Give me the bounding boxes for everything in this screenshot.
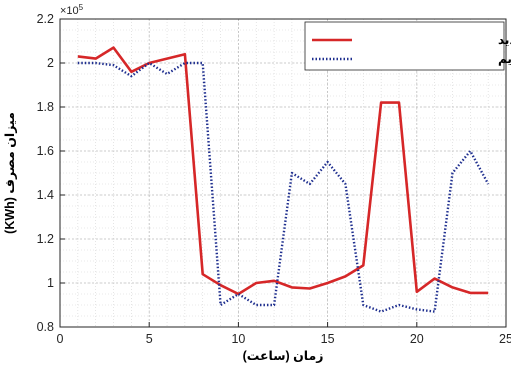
y-tick-label: 0.8	[37, 320, 54, 334]
y-tick-label: 1	[47, 276, 54, 290]
legend-box	[304, 21, 505, 71]
y-axis-label: میزان مصرف (KWh)	[3, 112, 17, 234]
x-tick-label: 5	[146, 332, 153, 346]
x-axis-label: زمان (ساعت)	[243, 349, 324, 363]
y-tick-label: 1.6	[37, 144, 54, 158]
plot-frame	[59, 18, 507, 328]
legend-label-old: منحنی بار قدیم	[498, 52, 511, 66]
series-line-old-load	[77, 61, 490, 313]
legend: منحنی بار جدید منحنی بار قدیم	[304, 21, 511, 71]
x-axis-ticks: 0 5 10 15 20 25	[57, 322, 511, 346]
legend-label-new: منحنی بار جدید	[498, 33, 511, 47]
x-tick-label: 20	[410, 332, 424, 346]
y-exponent-label: ×105	[60, 3, 84, 17]
x-tick-label: 0	[57, 332, 64, 346]
y-tick-label: 1.4	[37, 188, 54, 202]
y-axis-ticks: 0.8 1 1.2 1.4 1.6 1.8 2 2.2	[37, 12, 65, 334]
x-tick-label: 15	[321, 332, 335, 346]
y-tick-label: 1.2	[37, 232, 54, 246]
y-tick-label: 1.8	[37, 100, 54, 114]
y-tick-label: 2	[47, 56, 54, 70]
series-layer	[77, 46, 490, 313]
series-line-new-load	[77, 46, 489, 296]
y-exponent-power: 5	[79, 3, 84, 12]
x-tick-label: 10	[231, 332, 245, 346]
y-tick-label: 2.2	[37, 12, 54, 26]
x-tick-label: 25	[499, 332, 511, 346]
y-exponent-base: ×10	[60, 5, 79, 17]
